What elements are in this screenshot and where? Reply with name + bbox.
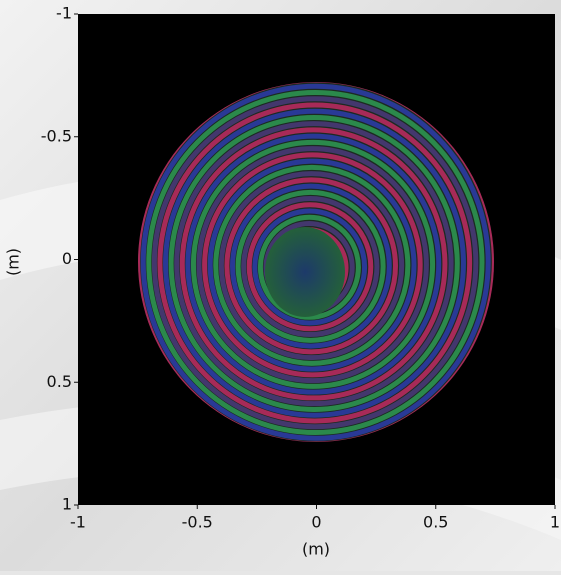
y-tick-label: 0 <box>62 249 72 268</box>
x-axis-title: (m) <box>302 540 330 559</box>
x-tick-label: -0.5 <box>182 513 213 532</box>
x-tick-label: 0 <box>311 513 321 532</box>
y-tick-label: -1 <box>56 4 72 23</box>
y-axis-title: (m) <box>4 248 23 276</box>
interferogram <box>138 80 495 444</box>
chart: (m) (m) -1-0.500.51-1-0.500.51 <box>0 0 561 571</box>
fringe-core <box>265 227 345 317</box>
x-tick-label: 0.5 <box>423 513 448 532</box>
x-tick-label: 1 <box>550 513 560 532</box>
page: {"chart_data": {"type": "image", "xlabel… <box>0 0 561 571</box>
y-tick-label: -0.5 <box>41 126 72 145</box>
x-tick-label: -1 <box>70 513 86 532</box>
y-tick-label: 0.5 <box>47 372 72 391</box>
y-tick-label: 1 <box>62 495 72 514</box>
